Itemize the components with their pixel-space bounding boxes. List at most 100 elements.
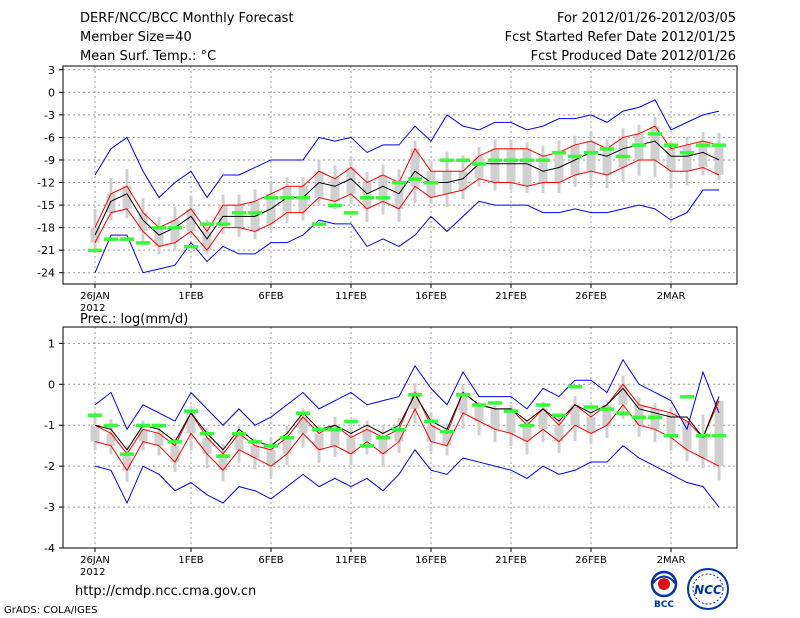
spread-box [250,445,260,458]
observed-marker [264,444,278,448]
x-tick-label: 26FEB [575,555,607,566]
observed-marker [152,226,166,230]
spread-box [442,433,452,446]
spread-box [378,437,388,454]
spread-box [698,437,708,458]
produced-date-label: Fcst Produced Date 2012/01/26 [530,49,736,64]
spread-box [138,429,148,442]
spread-box [122,453,132,471]
ensemble-mean-line [94,387,720,451]
source-url[interactable]: http://cmdp.ncc.cma.gov.cn [75,584,257,599]
spread-box [90,227,100,243]
started-date-label: Fcst Started Refer Date 2012/01/25 [504,30,736,45]
observed-marker [184,244,198,249]
spread-box [202,437,212,454]
spread-box [122,186,132,209]
x-tick-label: 1FEB [178,291,203,302]
spread-box [394,182,404,209]
x-tick-label: 21FEB [495,555,527,566]
observed-marker [120,452,134,456]
precip-variable-label: Prec.: log(mm/d) [80,312,189,327]
spread-box [506,148,516,183]
spread-box [170,445,180,463]
spread-box [202,231,212,251]
observed-marker [344,211,358,215]
y-tick-label: -15 [37,199,55,212]
spread-box [474,156,484,179]
y-tick-label: -18 [37,222,55,235]
observed-marker [296,196,310,200]
observed-marker [440,429,454,434]
observed-marker [392,427,406,432]
y-tick-label: -12 [37,177,55,190]
observed-marker [424,419,438,424]
spread-box [170,220,180,243]
spread-box [490,408,500,430]
spread-box [490,148,500,183]
observed-marker [712,433,726,438]
spread-box [538,156,548,183]
spread-box [346,167,356,194]
y-tick-label: -9 [44,154,55,167]
x-tick-sublabel: 2012 [80,567,105,578]
x-tick-label: 6FEB [258,555,283,566]
observed-marker [584,405,598,409]
ensemble-min-line [94,189,719,274]
observed-marker [552,150,566,155]
temp-variable-label: Mean Surf. Temp.: °C [80,49,217,64]
observed-marker [360,196,374,200]
observed-marker [568,384,582,389]
ncc-logo-text: NCC [694,583,722,597]
observed-marker [104,237,118,241]
spread-box [522,148,532,187]
observed-marker [184,409,198,413]
spread-box [698,141,708,168]
x-tick-label: 26JAN [80,291,110,302]
spread-box [218,453,228,471]
spread-box [90,425,100,442]
observed-marker [376,196,390,200]
ensemble-max-line [94,358,720,431]
ncc-logo: NCC [687,568,729,610]
spread-box [330,178,340,202]
observed-marker [680,395,694,399]
observed-marker [536,158,550,162]
spread-box [650,408,660,430]
observed-marker [104,423,118,428]
observed-marker [616,154,630,159]
observed-marker [168,226,182,230]
observed-marker [88,413,102,417]
observed-marker [488,158,502,162]
observed-marker [280,436,294,440]
observed-marker [168,440,182,444]
lower-spread-line [94,159,720,251]
spread-box [538,408,548,430]
observed-marker [472,403,486,407]
observed-marker [440,158,454,162]
y-tick-label: -6 [44,131,55,144]
observed-marker [152,423,166,428]
observed-marker [200,431,214,436]
y-tick-label: -4 [44,542,55,555]
spread-box [666,148,676,172]
spread-box [634,404,644,426]
observed-marker [312,222,326,226]
y-tick-label: 3 [48,64,55,77]
observed-marker [584,150,598,155]
spread-box [138,212,148,232]
x-tick-label: 26FEB [575,291,607,302]
x-tick-label: 6FEB [258,291,283,302]
spread-box [586,141,596,172]
observed-marker [88,248,102,253]
spread-box [330,425,340,446]
observed-marker [376,436,390,440]
ensemble-mean-line [94,140,720,240]
observed-marker [216,454,230,458]
observed-marker [488,401,502,405]
observed-marker [232,211,246,215]
observed-marker [456,393,470,397]
observed-marker [664,143,678,147]
observed-marker [248,211,262,215]
observed-marker [552,413,566,417]
observed-marker [216,222,230,226]
